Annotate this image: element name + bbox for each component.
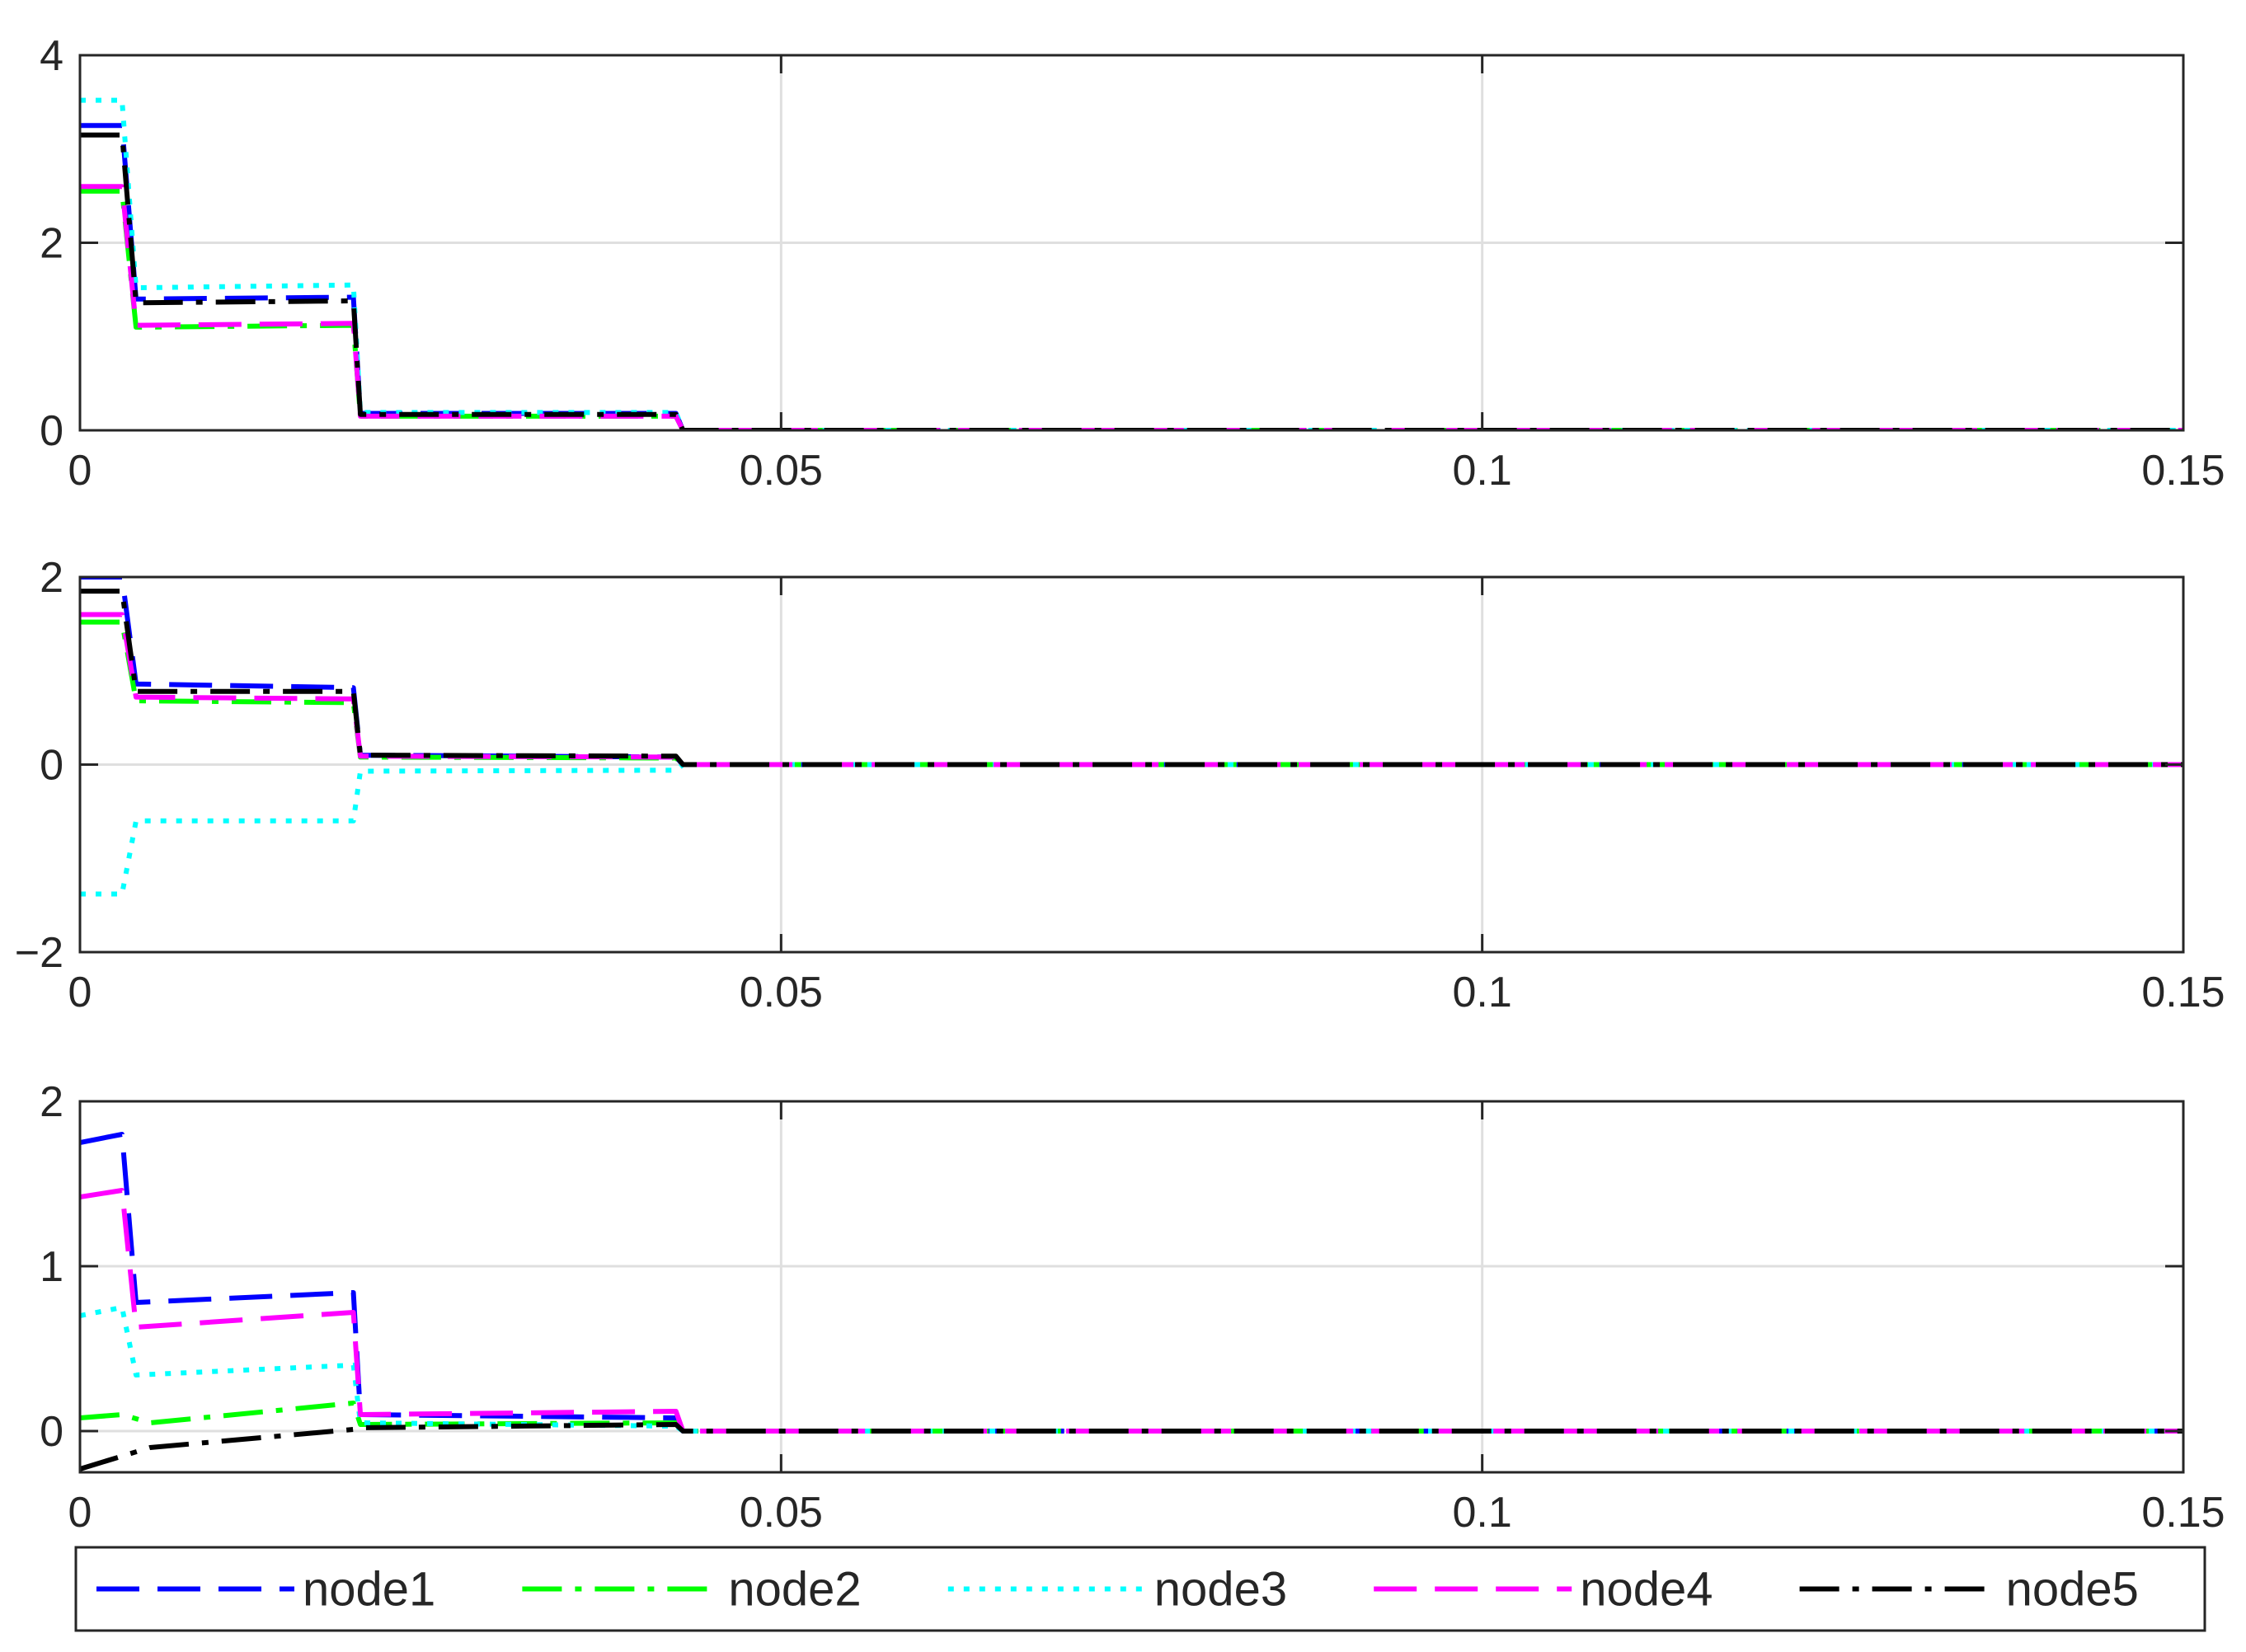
x-tick-label: 0.15 <box>2141 969 2225 1016</box>
axes-box <box>78 1100 2185 1474</box>
subplot-1: 0 0.05 0.1 0.15 0 2 4 <box>40 32 2225 495</box>
legend-item-node4: node4 <box>1374 1563 1713 1617</box>
legend-label: node2 <box>728 1563 861 1617</box>
y-tick-label: 0 <box>40 407 63 455</box>
series-line-node1 <box>80 1132 2183 1434</box>
y-tick-label: 4 <box>40 32 63 80</box>
series-line-node3 <box>80 762 2183 897</box>
series-group <box>80 1132 2183 1471</box>
x-tick-label: 0.15 <box>2141 447 2225 495</box>
y-tick-label: −2 <box>15 929 63 977</box>
y-tick-label: 2 <box>40 220 63 268</box>
series-group <box>80 97 2183 430</box>
series-line-node2 <box>80 619 2183 767</box>
legend-item-node2: node2 <box>522 1563 862 1617</box>
legend: node1 node2 node3 node4 node5 <box>74 1546 2206 1632</box>
series-line-node2 <box>80 188 2183 430</box>
x-tick-label: 0.05 <box>740 447 823 495</box>
legend-label: node1 <box>303 1563 435 1617</box>
legend-item-node5: node5 <box>1799 1563 2139 1617</box>
subplot-2: 0 0.05 0.1 0.15−202 <box>15 554 2225 1016</box>
y-tick-label: 2 <box>40 1078 63 1126</box>
series-line-node4 <box>80 184 2183 430</box>
series-line-node3 <box>80 97 2183 430</box>
y-tick-label: 2 <box>40 554 63 602</box>
x-tick-label: 0 <box>68 447 92 495</box>
series-line-node1 <box>80 123 2183 430</box>
series-group <box>80 577 2183 897</box>
series-line-node4 <box>80 612 2183 767</box>
x-tick-label: 0 <box>68 1489 92 1537</box>
y-tick-label: 1 <box>40 1243 63 1291</box>
legend-label: node5 <box>2006 1563 2139 1617</box>
series-line-node5 <box>80 1422 2183 1471</box>
series-line-node5 <box>80 132 2183 430</box>
x-tick-label: 0.15 <box>2141 1489 2225 1537</box>
series-line-node5 <box>80 589 2183 767</box>
x-tick-label: 0.1 <box>1453 969 1512 1016</box>
legend-item-node3: node3 <box>947 1563 1287 1617</box>
y-tick-label: 0 <box>40 742 63 790</box>
x-tick-label: 0.05 <box>740 1489 823 1537</box>
subplot-3: 0 0.05 0.1 0.15 0 1 2 <box>40 1078 2225 1537</box>
x-tick-label: 0.1 <box>1453 1489 1512 1537</box>
legend-item-node1: node1 <box>96 1563 435 1617</box>
legend-label: node3 <box>1154 1563 1287 1617</box>
y-tick-label: 0 <box>40 1408 63 1456</box>
legend-label: node4 <box>1580 1563 1713 1617</box>
x-tick-label: 0.1 <box>1453 447 1512 495</box>
x-tick-label: 0 <box>68 969 92 1016</box>
x-tick-label: 0.05 <box>740 969 823 1016</box>
series-line-node4 <box>80 1188 2183 1434</box>
series-line-node1 <box>80 577 2183 767</box>
